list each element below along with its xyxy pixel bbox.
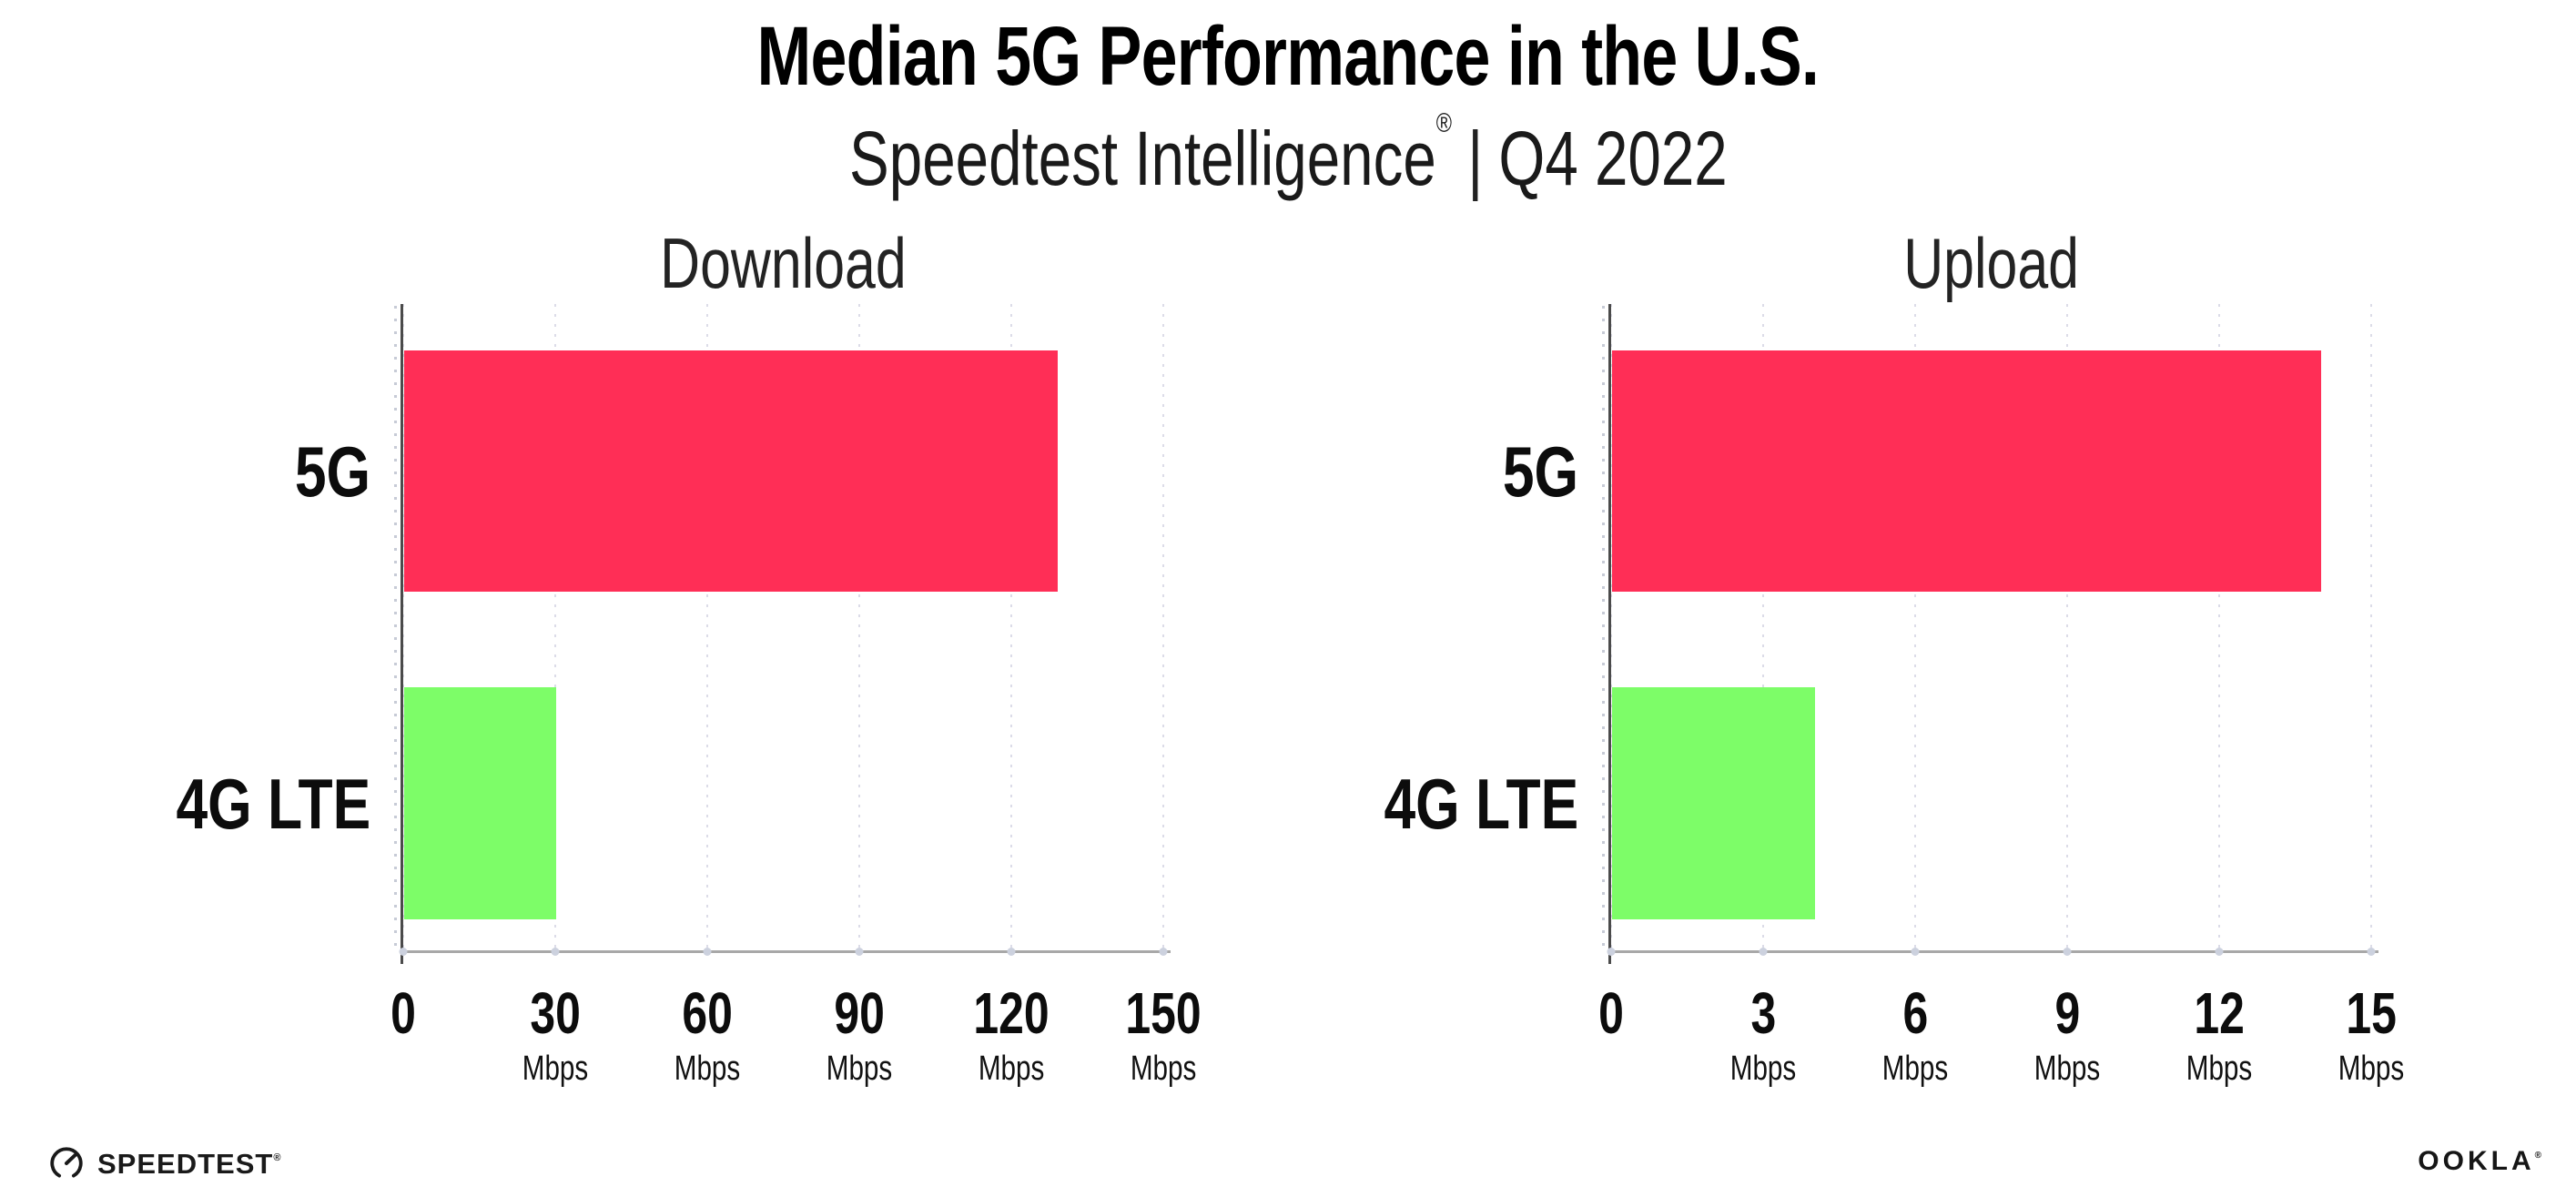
gridline-12-upload bbox=[2218, 304, 2220, 951]
gridline-120-download bbox=[1010, 304, 1012, 951]
category-label-4g-lte-upload: 4G LTE bbox=[1384, 763, 1578, 844]
download-chart: Download 0 30 Mbps 60 Mbps 90 Mbps 120 Mbps 150 Mb… bbox=[176, 223, 1202, 1138]
x-tick-value-6: 6 bbox=[1902, 980, 1928, 1046]
page-title-text: Median 5G Performance in the U.S. bbox=[756, 10, 1820, 103]
page-title: Median 5G Performance in the U.S. bbox=[0, 13, 2576, 101]
axis-tick-dot-120-download bbox=[1007, 948, 1016, 956]
x-tick-unit-60: Mbps bbox=[674, 1050, 741, 1088]
subtitle-period: Q4 2022 bbox=[1497, 115, 1728, 201]
ookla-trademark: ® bbox=[2534, 1151, 2541, 1161]
upload-chart: Upload 0 3 Mbps 6 Mbps 9 Mbps 12 Mbps 15 Mbps 5G 4G … bbox=[1384, 223, 2404, 1138]
bar-4g-lte-upload bbox=[1612, 687, 1815, 919]
gridline-0-upload bbox=[1610, 304, 1612, 951]
axis-tick-dot-60-download bbox=[703, 948, 712, 956]
category-label-5g-upload: 5G bbox=[1502, 431, 1578, 512]
gauge-icon bbox=[47, 1144, 86, 1182]
axis-tick-dot-30-download bbox=[551, 948, 560, 956]
upload-y-axis bbox=[1602, 304, 1611, 964]
x-tick-15-upload: 15 Mbps bbox=[2329, 984, 2414, 1086]
bar-5g-download bbox=[404, 350, 1059, 592]
x-tick-unit-12: Mbps bbox=[2186, 1050, 2253, 1088]
x-tick-value-150: 150 bbox=[1125, 980, 1202, 1046]
subtitle-brand: Speedtest Intelligence bbox=[848, 115, 1436, 201]
bar-4g-lte-download bbox=[404, 687, 556, 919]
x-tick-value-15: 15 bbox=[2346, 980, 2397, 1046]
axis-tick-dot-12-upload bbox=[2215, 948, 2224, 956]
x-tick-unit-120: Mbps bbox=[978, 1050, 1045, 1088]
x-tick-unit-3: Mbps bbox=[1729, 1050, 1797, 1088]
x-tick-12-upload: 12 Mbps bbox=[2177, 984, 2262, 1086]
gridline-60-download bbox=[706, 304, 708, 951]
upload-chart-title: Upload bbox=[1903, 223, 2079, 303]
download-chart-title: Download bbox=[660, 223, 907, 303]
upload-x-axis bbox=[1609, 950, 2378, 953]
x-tick-value-60: 60 bbox=[682, 980, 733, 1046]
x-tick-6-upload: 6 Mbps bbox=[1873, 984, 1958, 1086]
gridline-3-upload bbox=[1762, 304, 1764, 951]
gridline-150-download bbox=[1162, 304, 1164, 951]
axis-tick-dot-0-upload bbox=[1607, 948, 1616, 956]
subtitle-separator: | bbox=[1466, 115, 1483, 201]
gridline-15-upload bbox=[2370, 304, 2372, 951]
x-tick-unit-6: Mbps bbox=[1881, 1050, 1949, 1088]
upload-plot-area: 0 3 Mbps 6 Mbps 9 Mbps 12 Mbps 15 Mbps 5G 4G LTE bbox=[1384, 304, 2404, 1086]
ookla-wordmark: OOKLA bbox=[2418, 1146, 2535, 1176]
gridline-30-download bbox=[554, 304, 556, 951]
x-tick-150-download: 150 Mbps bbox=[1115, 984, 1212, 1086]
download-y-axis bbox=[394, 304, 403, 964]
speedtest-trademark: ® bbox=[273, 1151, 281, 1163]
x-tick-0-download: 0 bbox=[387, 984, 420, 1042]
x-tick-unit-15: Mbps bbox=[2338, 1050, 2405, 1088]
x-tick-3-upload: 3 Mbps bbox=[1721, 984, 1806, 1086]
axis-tick-dot-150-download bbox=[1159, 948, 1168, 956]
x-tick-unit-9: Mbps bbox=[2033, 1050, 2101, 1088]
registered-mark: ® bbox=[1435, 107, 1452, 138]
x-tick-0-upload: 0 bbox=[1595, 984, 1628, 1042]
x-tick-9-upload: 9 Mbps bbox=[2025, 984, 2110, 1086]
x-tick-90-download: 90 Mbps bbox=[817, 984, 902, 1086]
x-tick-unit-90: Mbps bbox=[826, 1050, 893, 1088]
ookla-logo: OOKLA® bbox=[2418, 1148, 2541, 1175]
gridline-0-download bbox=[402, 304, 404, 951]
x-tick-value-0: 0 bbox=[390, 980, 416, 1046]
x-tick-60-download: 60 Mbps bbox=[665, 984, 750, 1086]
speedtest-wordmark: SPEEDTEST® bbox=[97, 1147, 281, 1180]
axis-tick-dot-15-upload bbox=[2367, 948, 2376, 956]
x-tick-value-30: 30 bbox=[530, 980, 581, 1046]
x-tick-value-3: 3 bbox=[1750, 980, 1776, 1046]
header: Median 5G Performance in the U.S. Speedt… bbox=[0, 13, 2576, 197]
x-tick-unit-30: Mbps bbox=[522, 1050, 589, 1088]
download-x-axis bbox=[401, 950, 1171, 953]
bar-5g-upload bbox=[1612, 350, 2322, 592]
x-tick-value-0: 0 bbox=[1598, 980, 1624, 1046]
x-tick-unit-150: Mbps bbox=[1130, 1050, 1197, 1088]
download-plot-area: 0 30 Mbps 60 Mbps 90 Mbps 120 Mbps 150 Mbps 5G 4G LT… bbox=[176, 304, 1202, 1086]
axis-tick-dot-9-upload bbox=[2063, 948, 2072, 956]
gridline-6-upload bbox=[1914, 304, 1916, 951]
page-subtitle: Speedtest Intelligence® | Q4 2022 bbox=[0, 107, 2576, 201]
x-tick-value-12: 12 bbox=[2194, 980, 2245, 1046]
x-tick-30-download: 30 Mbps bbox=[513, 984, 598, 1086]
gridline-90-download bbox=[858, 304, 860, 951]
axis-tick-dot-90-download bbox=[855, 948, 864, 956]
x-tick-value-120: 120 bbox=[973, 980, 1050, 1046]
page-subtitle-text: Speedtest Intelligence® | Q4 2022 bbox=[849, 107, 1728, 201]
gridline-9-upload bbox=[2066, 304, 2068, 951]
axis-tick-dot-0-download bbox=[399, 948, 408, 956]
x-tick-value-90: 90 bbox=[834, 980, 885, 1046]
category-label-4g-lte-download: 4G LTE bbox=[176, 763, 370, 844]
speedtest-logo: SPEEDTEST® bbox=[47, 1144, 280, 1182]
x-tick-value-9: 9 bbox=[2054, 980, 2080, 1046]
axis-tick-dot-3-upload bbox=[1759, 948, 1768, 956]
x-tick-120-download: 120 Mbps bbox=[963, 984, 1060, 1086]
axis-tick-dot-6-upload bbox=[1911, 948, 1920, 956]
category-label-5g-download: 5G bbox=[294, 431, 370, 512]
